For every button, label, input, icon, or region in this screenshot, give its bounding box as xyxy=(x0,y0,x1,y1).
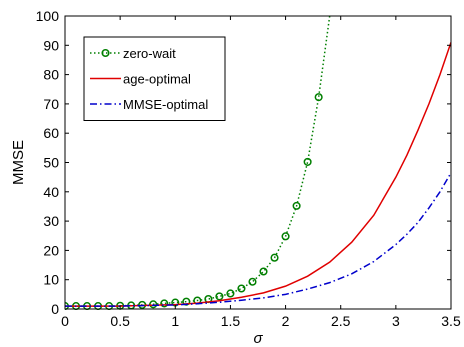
data-point-zero-wait xyxy=(237,284,246,293)
y-tick-label: 100 xyxy=(36,8,60,24)
legend-label-zero-wait: zero-wait xyxy=(123,46,176,61)
y-tick-label: 70 xyxy=(43,96,59,112)
data-point-zero-wait xyxy=(149,300,158,309)
series-line-MMSE-optimal xyxy=(65,172,451,307)
data-point-zero-wait xyxy=(292,201,301,210)
x-tick-label: 3 xyxy=(392,313,400,329)
y-tick-label: 90 xyxy=(43,37,59,53)
data-point-zero-wait xyxy=(259,267,268,276)
data-point-zero-wait xyxy=(303,157,312,166)
legend-label-age-optimal: age-optimal xyxy=(123,72,191,87)
x-tick-label: 0 xyxy=(61,313,69,329)
data-point-zero-wait xyxy=(215,292,224,301)
y-tick-label: 0 xyxy=(51,301,59,317)
data-point-zero-wait xyxy=(226,289,235,298)
y-tick-label: 60 xyxy=(43,125,59,141)
legend-marker-zero-wait xyxy=(101,48,110,58)
axes-layer: 0 0.5 1 1.5 2 2.5 3 3.5 0 10 20 30 40 50 60 70 80 90 100 xyxy=(36,8,461,329)
legend: zero-wait age-optimal MMSE-optimal xyxy=(83,36,226,121)
data-point-zero-wait xyxy=(314,93,323,102)
x-tick-label: 1 xyxy=(171,313,179,329)
y-axis-label: MMSE xyxy=(10,140,27,185)
data-point-zero-wait xyxy=(270,253,279,262)
x-tick-label: 0.5 xyxy=(110,313,130,329)
data-point-zero-wait xyxy=(248,277,257,286)
legend-label-MMSE-optimal: MMSE-optimal xyxy=(123,97,208,112)
x-tick-label: 3.5 xyxy=(441,313,461,329)
y-tick-label: 40 xyxy=(43,184,59,200)
series-line-age-optimal xyxy=(65,42,451,307)
y-tick-label: 20 xyxy=(43,242,59,258)
x-tick-label: 2 xyxy=(282,313,290,329)
y-tick-label: 30 xyxy=(43,213,59,229)
x-axis-label: σ xyxy=(253,330,263,347)
x-tick-label: 2.5 xyxy=(331,313,351,329)
x-tick-label: 1.5 xyxy=(221,313,241,329)
y-tick-label: 80 xyxy=(43,67,59,83)
series-layer xyxy=(65,15,451,310)
data-point-zero-wait xyxy=(160,299,169,308)
data-point-zero-wait xyxy=(281,232,290,241)
y-tick-label: 50 xyxy=(43,155,59,171)
y-tick-label: 10 xyxy=(43,272,59,288)
